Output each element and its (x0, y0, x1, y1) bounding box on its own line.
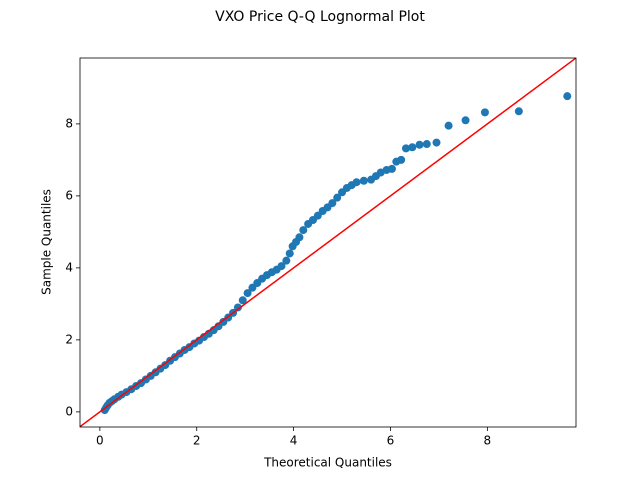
point (397, 155, 406, 164)
y-tick-label: 6 (65, 188, 73, 202)
point (233, 303, 242, 312)
x-tick-label: 0 (96, 434, 104, 448)
point (408, 143, 417, 152)
point (480, 108, 489, 117)
point (352, 178, 361, 187)
point (415, 140, 424, 149)
point (295, 233, 304, 242)
point (387, 164, 396, 173)
reference-line (80, 58, 576, 427)
x-tick-label: 8 (484, 434, 492, 448)
point (432, 138, 441, 147)
y-tick-label: 4 (65, 260, 73, 274)
chart-title: VXO Price Q-Q Lognormal Plot (215, 9, 425, 25)
point (359, 176, 368, 185)
y-tick-label: 2 (65, 332, 73, 346)
point (333, 193, 342, 202)
point (299, 226, 308, 235)
point (444, 121, 453, 130)
point (277, 262, 286, 271)
point (401, 144, 410, 153)
point (243, 289, 252, 298)
y-axis-label: Sample Quantiles (40, 189, 54, 295)
y-tick-label: 0 (65, 404, 73, 418)
plot-frame (79, 57, 577, 428)
point (238, 296, 247, 305)
x-tick-label: 2 (193, 434, 201, 448)
point (461, 116, 470, 125)
y-tick-label: 8 (65, 116, 73, 130)
x-tick-label: 4 (290, 434, 298, 448)
x-tick-label: 6 (387, 434, 395, 448)
x-axis-label: Theoretical Quantiles (263, 456, 392, 470)
point (282, 256, 291, 265)
point (285, 249, 294, 258)
point (563, 92, 572, 101)
point (328, 199, 337, 208)
point (422, 140, 431, 149)
point (514, 107, 523, 116)
